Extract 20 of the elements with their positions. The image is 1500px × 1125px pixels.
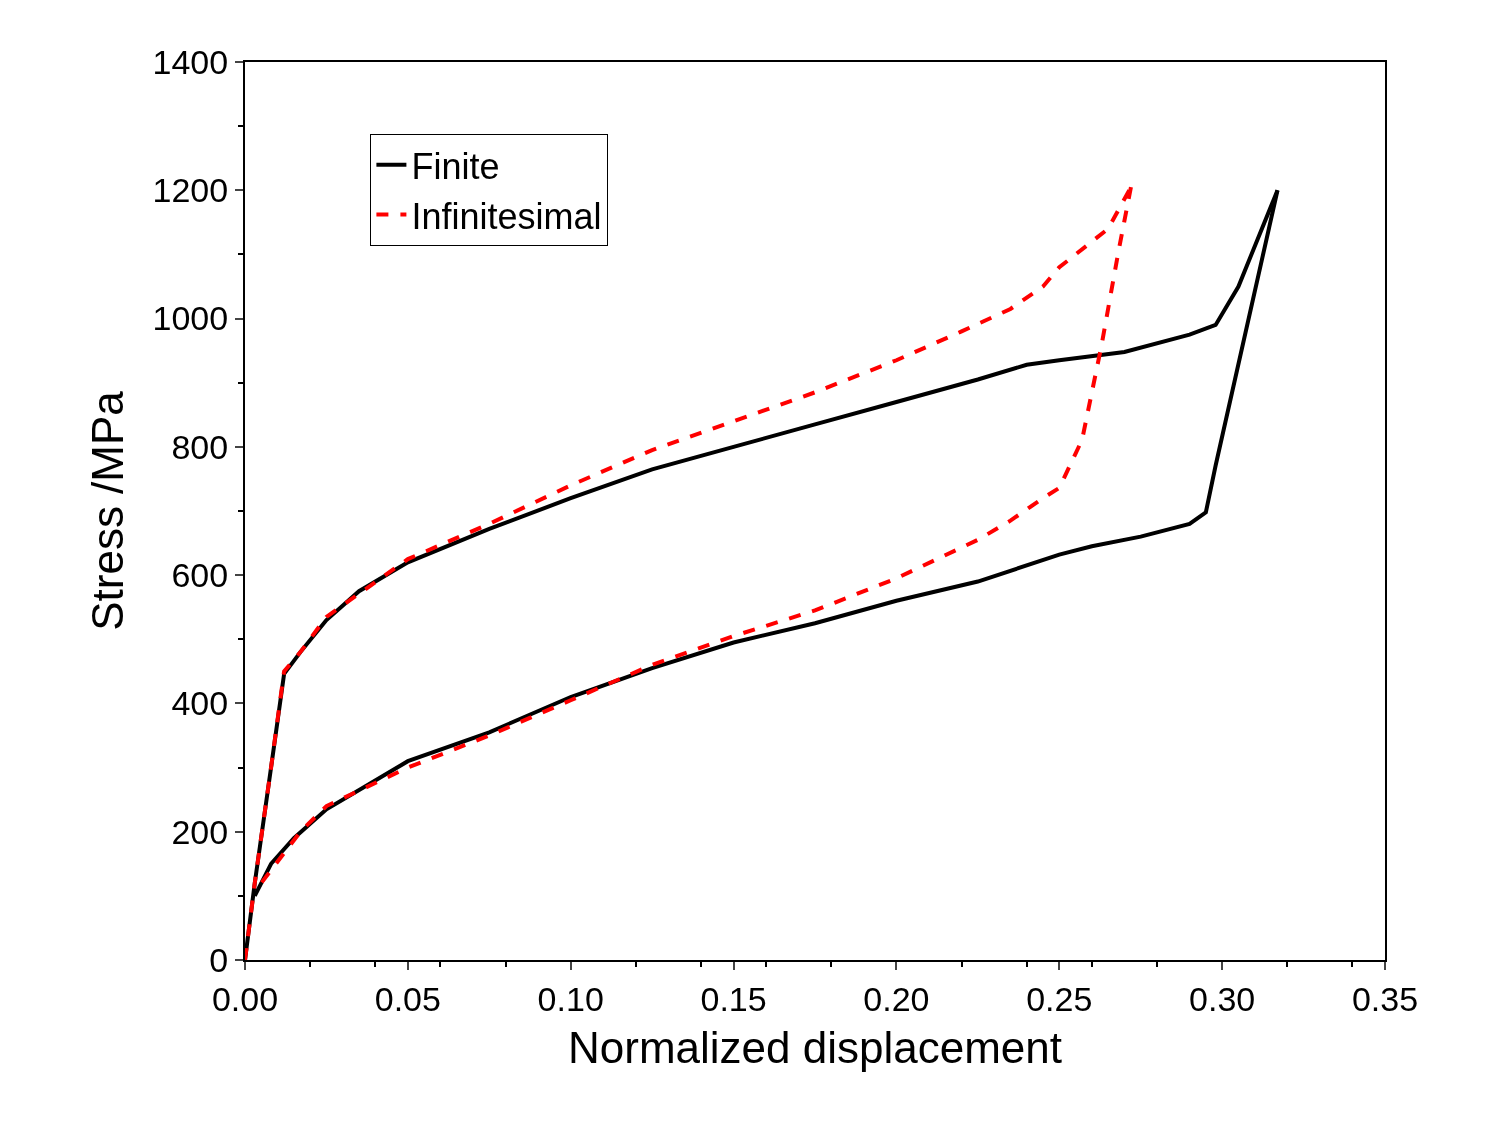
x-tick-label: 0.05 xyxy=(374,979,441,1018)
x-tick-label: 0.15 xyxy=(700,979,767,1018)
legend-label: Finite xyxy=(411,145,500,187)
x-tick-label: 0.20 xyxy=(863,979,930,1018)
y-axis-title: Stress /MPa xyxy=(83,390,133,631)
x-tick-label: 0.30 xyxy=(1189,979,1256,1018)
x-tick-label: 0.35 xyxy=(1351,979,1419,1018)
x-tick-label: 0.00 xyxy=(211,979,279,1018)
y-tick-label: 1400 xyxy=(152,42,229,81)
x-axis-title: Normalized displacement xyxy=(568,1022,1062,1072)
y-tick-label: 400 xyxy=(171,684,229,723)
y-tick-label: 800 xyxy=(171,427,229,466)
x-tick-label: 0.25 xyxy=(1026,979,1093,1018)
legend-label: Infinitesimal xyxy=(411,195,602,237)
y-tick-label: 200 xyxy=(171,812,229,851)
y-tick-label: 600 xyxy=(171,556,229,595)
y-tick-label: 1000 xyxy=(152,299,229,338)
y-tick-label: 0 xyxy=(209,940,229,979)
y-tick-label: 1200 xyxy=(152,171,229,210)
x-tick-label: 0.10 xyxy=(537,979,604,1018)
